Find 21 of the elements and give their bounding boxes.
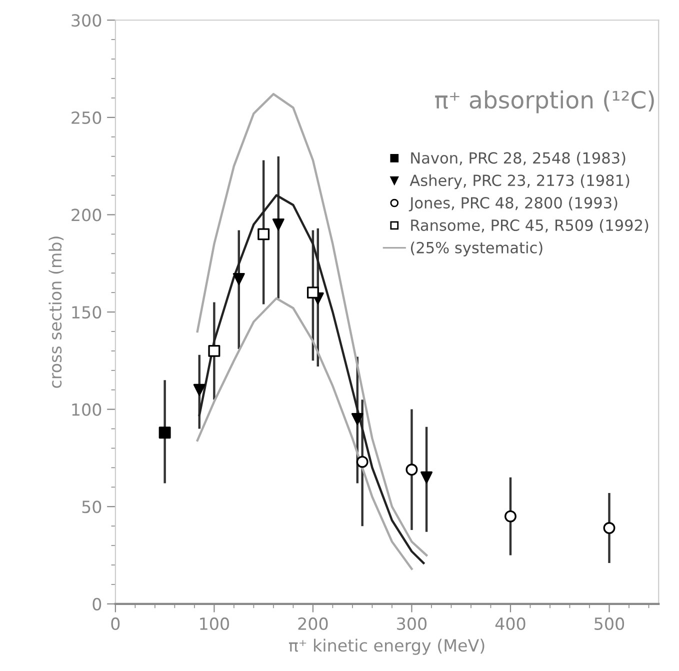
y-tick-label: 300: [72, 14, 102, 27]
text: π⁺ absorption (¹²C): [435, 90, 654, 114]
x-tick-label: 500: [594, 617, 624, 630]
y-tick-label: 150: [72, 306, 102, 319]
y-tick-label: 50: [82, 500, 102, 514]
legend-label: Jones, PRC 48, 2800 (1993): [408, 196, 618, 212]
x-tick-label: 200: [298, 617, 328, 630]
y-tick-label: 100: [72, 403, 102, 416]
y-tick-label: 200: [72, 208, 102, 222]
legend-label: (25% systematic): [410, 242, 542, 256]
x-axis-title: π⁺ kinetic energy (MeV): [288, 638, 484, 655]
x-tick-label: 300: [397, 617, 427, 630]
x-tick-label: 0: [111, 617, 120, 630]
y-axis-title: cross section (mb): [48, 236, 64, 388]
legend-label: Ransome, PRC 45, R509 (1992): [411, 219, 648, 233]
x-tick-label: 100: [200, 617, 229, 630]
y-tick-label: 250: [72, 111, 102, 124]
y-tick-label: 0: [92, 598, 102, 610]
legend-label: Ashery, PRC 23, 2173 (1981): [410, 174, 630, 190]
x-tick-label: 400: [495, 617, 526, 630]
legend-label: Navon, PRC 28, 2548 (1983): [411, 152, 626, 166]
